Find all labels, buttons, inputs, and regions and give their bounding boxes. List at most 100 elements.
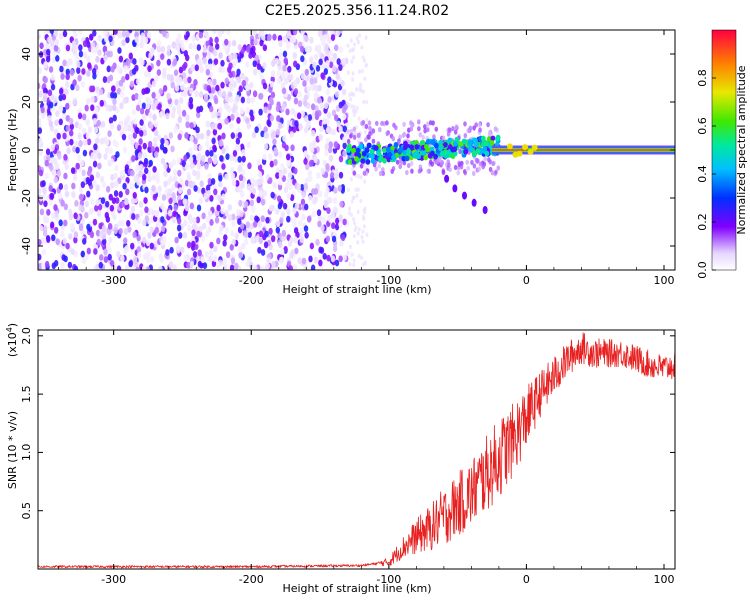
spectrogram-halo-cell — [463, 132, 468, 139]
spectrogram-noise-cell — [337, 184, 342, 192]
snr-multiplier-exp: 4 — [5, 327, 14, 332]
spectrogram-noise-cell — [60, 73, 65, 80]
spectrogram-halo-cell — [428, 120, 433, 126]
spectrogram-noise-cell — [317, 190, 323, 198]
spectrogram-signal-cell — [424, 143, 429, 150]
spectrogram-noise-cell — [100, 197, 106, 205]
spectrogram-noise-cell — [170, 81, 175, 89]
spectrogram-noise-cell — [240, 72, 245, 80]
spectrogram-noise-cell — [256, 196, 261, 204]
spectrogram-noise-cell — [281, 234, 286, 242]
spectrogram-noise-cell — [185, 114, 190, 122]
spectrogram-noise-cell — [80, 217, 85, 225]
spectrogram-noise-cell — [212, 128, 218, 136]
spectrogram-halo-cell — [447, 162, 451, 168]
spectrogram-noise-cell — [209, 219, 214, 226]
spectrogram-noise-cell — [218, 106, 223, 114]
spectrogram-noise-cell — [173, 126, 178, 133]
spectrogram-noise-cell — [160, 216, 165, 223]
spectrogram-noise-cell — [209, 241, 214, 249]
spectrogram-noise-cell — [352, 55, 356, 60]
spectrogram-noise-cell — [313, 156, 318, 164]
spectrogram-halo-cell — [425, 127, 430, 133]
spectrogram-noise-cell — [50, 157, 55, 164]
spectrogram-noise-cell — [330, 34, 336, 41]
spectrogram-noise-cell — [106, 65, 111, 73]
spectrogram-noise-cell — [213, 97, 219, 105]
spectrogram-noise-cell — [70, 167, 76, 175]
spectrogram-noise-cell — [82, 51, 88, 59]
spectrogram-noise-cell — [240, 181, 245, 189]
spectrogram-noise-cell — [40, 112, 46, 120]
spectrogram-noise-cell — [304, 177, 309, 184]
spectrogram-noise-cell — [160, 157, 166, 165]
spectrogram-noise-cell — [174, 236, 179, 244]
spectrogram-noise-cell — [69, 123, 75, 131]
spectrogram-noise-cell — [103, 153, 108, 160]
spectrogram-noise-cell — [220, 81, 225, 89]
spectrogram-noise-cell — [259, 73, 264, 81]
spectrogram-noise-cell — [116, 124, 122, 132]
spectrogram-noise-cell — [267, 33, 272, 41]
chart-title: C2E5.2025.356.11.24.R02 — [265, 3, 449, 19]
spectrogram-halo-cell — [463, 121, 467, 127]
spectrogram-signal-cell — [452, 140, 458, 147]
spectrogram-noise-cell — [268, 177, 273, 184]
spectrogram-noise-cell — [250, 237, 256, 245]
spectrogram-noise-cell — [74, 140, 79, 148]
spectrogram-noise-cell — [186, 188, 192, 196]
spectrogram-noise-cell — [201, 212, 206, 220]
spectrogram-noise-cell — [297, 90, 303, 98]
spectrogram-noise-cell — [118, 79, 124, 87]
spectrogram-noise-cell — [141, 123, 147, 131]
spectrogram-noise-cell — [89, 207, 94, 215]
spectrogram-noise-cell — [93, 143, 98, 151]
spectrogram-noise-cell — [238, 199, 243, 207]
spectrogram-noise-cell — [189, 135, 194, 143]
spectrogram-noise-cell — [298, 219, 303, 227]
spectrogram-noise-cell — [281, 71, 286, 79]
spectrogram-noise-cell — [133, 175, 138, 183]
spectrogram-noise-cell — [268, 227, 273, 235]
spectrogram-x-tick-label: -100 — [376, 274, 401, 287]
spectrogram-halo-cell — [447, 127, 452, 133]
spectrogram-noise-cell — [236, 144, 241, 152]
spectrogram-halo-cell — [395, 159, 400, 165]
spectrogram-noise-cell — [350, 91, 354, 97]
spectrogram-halo-cell — [483, 156, 487, 162]
spectrogram-noise-cell — [289, 194, 295, 202]
spectrogram-noise-cell — [209, 194, 214, 202]
spectrogram-noise-cell — [141, 36, 146, 44]
colorbar-label: Normalized spectral amplitude — [735, 65, 748, 234]
spectrogram-noise-cell — [118, 190, 123, 198]
spectrogram-noise-cell — [104, 147, 110, 154]
spectrogram-signal-cell — [423, 154, 429, 161]
spectrogram-signal-cell — [373, 145, 379, 151]
spectrogram-noise-cell — [71, 191, 76, 198]
spectrogram-noise-cell — [361, 239, 365, 244]
spectrogram-noise-cell — [170, 145, 175, 153]
spectrogram-carrier-cell — [531, 144, 538, 151]
spectrogram-noise-cell — [83, 139, 88, 146]
spectrogram-noise-cell — [183, 254, 188, 262]
spectrogram-noise-cell — [224, 209, 229, 217]
spectrogram-noise-cell — [114, 164, 119, 172]
spectrogram-noise-cell — [136, 246, 141, 253]
spectrogram-noise-cell — [149, 242, 154, 250]
spectrogram-halo-cell — [496, 165, 501, 171]
spectrogram-noise-cell — [53, 176, 58, 184]
spectrogram-signal-cell — [420, 139, 426, 146]
spectrogram-noise-cell — [317, 96, 322, 104]
spectrogram-noise-cell — [274, 57, 280, 65]
spectrogram-signal-cell — [393, 141, 399, 148]
spectrogram-noise-cell — [193, 185, 198, 192]
spectrogram-noise-cell — [126, 115, 131, 123]
spectrogram-halo-cell — [493, 126, 498, 132]
spectrogram-y-tick-label: -20 — [20, 189, 33, 207]
spectrogram-noise-cell — [203, 192, 208, 200]
spectrogram-noise-cell — [316, 171, 321, 179]
spectrogram-noise-cell — [149, 226, 154, 234]
spectrogram-noise-cell — [139, 41, 144, 49]
spectrogram-noise-cell — [321, 216, 326, 224]
spectrogram-noise-cell — [253, 38, 258, 46]
